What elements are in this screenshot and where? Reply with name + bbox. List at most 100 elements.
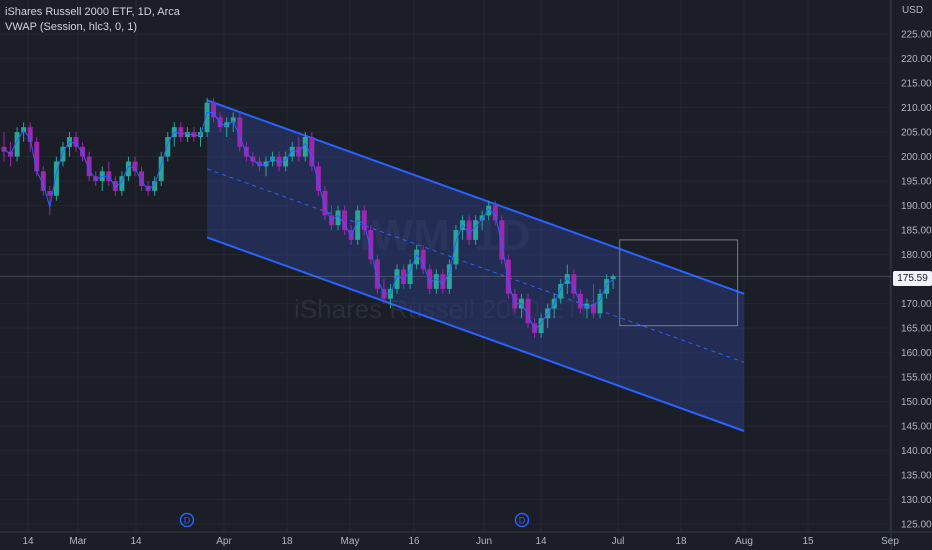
time-tick-label: Sep — [881, 536, 899, 547]
candle-body — [453, 230, 459, 265]
candle-body — [348, 230, 354, 240]
candle-body — [564, 274, 570, 284]
candle-body — [414, 249, 420, 265]
candle-body — [512, 293, 518, 309]
price-tick-label: 170.00 — [901, 299, 932, 310]
candle-body — [486, 205, 492, 216]
candle-body — [492, 205, 498, 221]
candle-body — [322, 190, 328, 216]
price-tick-label: 155.00 — [901, 373, 932, 384]
candle-body — [361, 210, 367, 231]
candle-body — [204, 102, 210, 133]
price-tick-label: 225.00 — [901, 30, 932, 41]
time-tick-label: May — [341, 536, 360, 547]
candle-body — [355, 210, 361, 240]
time-tick-label: 14 — [22, 536, 34, 547]
candle-body — [479, 215, 485, 221]
price-tick-label: 180.00 — [901, 250, 932, 261]
candle-body — [21, 127, 27, 133]
candle-body — [27, 127, 33, 142]
candle-body — [374, 259, 380, 289]
candle-body — [610, 276, 616, 280]
candle-body — [335, 210, 341, 226]
candle-body — [112, 181, 118, 191]
candle-body — [538, 318, 544, 333]
price-axis-unit: USD — [902, 5, 924, 16]
dividend-marker — [179, 512, 195, 528]
candle-body — [152, 181, 158, 191]
candle-body — [473, 220, 479, 240]
candle-body — [420, 249, 426, 270]
price-tick-label: 160.00 — [901, 348, 932, 359]
candle-body — [283, 156, 289, 167]
candle-body — [433, 274, 439, 289]
price-axis: 125.00 130.00 135.00 140.00 145.00 150.00 155.… — [901, 30, 932, 531]
channel-lower-line — [206, 236, 745, 432]
candle-body — [401, 269, 407, 284]
price-tick-label: 140.00 — [901, 446, 932, 457]
vwap-series — [3, 112, 614, 331]
time-tick-label: 14 — [130, 536, 142, 547]
candle-body — [165, 137, 171, 157]
legend-title: iShares Russell 2000 ETF, 1D, Arca — [5, 6, 180, 18]
projection-rectangle — [619, 239, 739, 327]
candle-body — [505, 259, 511, 294]
candle-body — [584, 303, 590, 309]
price-tick-label: 220.00 — [901, 54, 932, 65]
candle-body — [191, 132, 197, 137]
price-tick-label: 205.00 — [901, 128, 932, 139]
price-tick-label: 215.00 — [901, 79, 932, 90]
candle-body — [250, 156, 256, 162]
candle-body — [184, 132, 190, 137]
candlestick-series — [1, 97, 616, 338]
candle-body — [309, 137, 315, 167]
candle-body — [34, 141, 40, 172]
projection-box — [619, 239, 739, 327]
candle-body — [440, 274, 446, 289]
price-tick-label: 190.00 — [901, 201, 932, 212]
candle-body — [577, 293, 583, 309]
candle-body — [558, 284, 564, 299]
channel-midline — [206, 168, 745, 363]
candle-body — [211, 102, 217, 118]
time-tick-label: Aug — [735, 536, 753, 547]
candle-body — [139, 171, 145, 186]
candle-body — [178, 127, 184, 137]
price-tick-label: 145.00 — [901, 422, 932, 433]
price-tick-label: 135.00 — [901, 471, 932, 482]
time-tick-label: 14 — [535, 536, 547, 547]
price-tick-label: 195.00 — [901, 177, 932, 188]
legend-indicator: VWAP (Session, hlc3, 0, 1) — [5, 21, 138, 33]
candle-body — [276, 156, 282, 167]
candle-body — [427, 269, 433, 289]
dividend-marker — [514, 512, 530, 528]
candle-body — [466, 220, 472, 240]
dividend-marker-label: D — [184, 516, 191, 526]
candle-body — [47, 190, 53, 196]
candle-body — [394, 269, 400, 289]
price-tick-label: 150.00 — [901, 397, 932, 408]
candle-body — [256, 161, 262, 167]
channel-fill — [207, 100, 745, 431]
candle-body — [315, 166, 321, 191]
candle-body — [224, 122, 230, 128]
dividend-marker-label: D — [519, 516, 526, 526]
candle-body — [237, 117, 243, 147]
candle-body — [342, 210, 348, 231]
candle-body — [132, 161, 138, 172]
price-tick-label: 130.00 — [901, 495, 932, 506]
candle-body — [289, 146, 295, 157]
candle-body — [230, 117, 236, 123]
time-tick-label: 15 — [802, 536, 814, 547]
candle-body — [14, 132, 20, 157]
candle-body — [53, 161, 59, 196]
candle-body — [158, 156, 164, 182]
current-price-badge: 175.59 — [893, 271, 932, 286]
time-tick-label: Jun — [476, 536, 492, 547]
time-tick-label: Jul — [612, 536, 625, 547]
candle-body — [591, 303, 596, 314]
candle-body — [263, 161, 269, 167]
